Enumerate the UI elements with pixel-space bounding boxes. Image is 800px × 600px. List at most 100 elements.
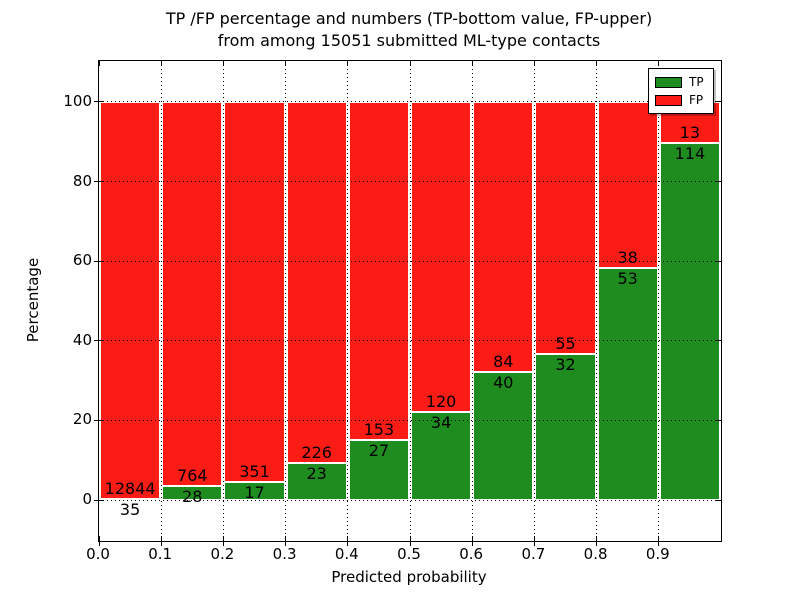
x-tick-mark xyxy=(596,536,598,546)
x-tick-mark xyxy=(409,536,411,546)
y-tick-mark xyxy=(94,181,104,183)
fp-count-label: 351 xyxy=(239,461,270,481)
tp-count-label: 32 xyxy=(555,354,576,374)
y-tick-mark-right xyxy=(716,499,721,501)
tp-count-label: 53 xyxy=(617,269,638,289)
fp-count-label: 764 xyxy=(177,465,208,485)
x-tick-label: 0.8 xyxy=(583,545,608,563)
bar-segment-fp xyxy=(286,101,347,464)
x-tick-mark-top xyxy=(285,61,287,66)
tp-count-label: 27 xyxy=(368,441,390,461)
x-tick-mark-top xyxy=(347,61,349,66)
x-tick-label: 0.4 xyxy=(334,545,359,563)
gridline-horizontal xyxy=(99,101,721,103)
fp-color-swatch xyxy=(655,94,682,106)
y-tick-label: 60 xyxy=(72,251,92,270)
tp-color-swatch xyxy=(655,76,682,88)
fp-count-label: 12844 xyxy=(104,478,156,498)
bar-segment-fp xyxy=(100,101,161,499)
x-tick-label: 0.0 xyxy=(86,545,110,563)
fp-count-label: 153 xyxy=(363,420,395,440)
x-tick-mark-top xyxy=(98,61,100,66)
bar-segment-tp xyxy=(348,440,409,500)
x-tick-label: 0.5 xyxy=(397,545,421,563)
y-tick-mark-right xyxy=(716,181,721,183)
tp-count-label: 17 xyxy=(244,482,265,502)
bar-segment-fp xyxy=(348,101,409,441)
x-tick-label: 0.7 xyxy=(521,545,546,563)
x-tick-label: 0.1 xyxy=(148,545,173,563)
y-tick-label: 100 xyxy=(63,91,92,110)
x-tick-label: 0.2 xyxy=(210,545,235,563)
y-tick-label: 20 xyxy=(72,410,92,429)
y-tick-mark-right xyxy=(716,101,721,103)
gridline-vertical xyxy=(658,61,660,541)
x-tick-mark-top xyxy=(222,61,224,66)
bar-segment-tp xyxy=(286,463,347,500)
fp-count-label: 13 xyxy=(679,122,701,142)
x-tick-label: 0.6 xyxy=(459,545,484,563)
fp-count-label: 38 xyxy=(617,248,638,268)
bar-segment-tp xyxy=(473,371,534,500)
x-axis-title: Predicted probability xyxy=(331,568,487,586)
y-tick-label: 40 xyxy=(72,330,92,349)
gridline-horizontal xyxy=(99,419,721,421)
bar-segment-tp xyxy=(535,353,596,500)
x-tick-mark-top xyxy=(596,61,598,66)
gridline-vertical xyxy=(160,61,162,541)
x-tick-mark xyxy=(285,536,287,546)
y-tick-mark-right xyxy=(716,260,721,262)
gridline-vertical xyxy=(285,61,287,541)
y-tick-mark xyxy=(94,419,104,421)
tp-count-label: 40 xyxy=(493,372,514,392)
x-tick-mark-top xyxy=(160,61,162,66)
fp-count-label: 84 xyxy=(493,351,514,371)
fp-count-label: 226 xyxy=(301,443,332,463)
y-tick-mark xyxy=(94,101,104,103)
bar-segment-fp xyxy=(224,101,285,482)
x-tick-mark xyxy=(471,536,473,546)
y-tick-mark-right xyxy=(716,340,721,342)
chart-title-line2: from among 15051 submitted ML-type conta… xyxy=(217,31,601,50)
gridline-horizontal xyxy=(99,260,721,262)
tp-count-label: 28 xyxy=(182,486,203,506)
legend-label-tp: TP xyxy=(689,75,704,89)
legend-item-fp: FP xyxy=(655,93,707,107)
tp-count-label: 34 xyxy=(430,413,452,433)
gridline-vertical xyxy=(222,61,224,541)
x-tick-label: 0.9 xyxy=(645,545,670,563)
gridline-vertical xyxy=(596,61,598,541)
y-tick-mark xyxy=(94,499,104,501)
gridline-vertical xyxy=(471,61,473,541)
tp-count-label: 35 xyxy=(119,499,141,519)
bar-segment-fp xyxy=(597,101,658,269)
x-tick-mark-top xyxy=(471,61,473,66)
gridline-vertical xyxy=(409,61,411,541)
x-tick-mark-top xyxy=(409,61,411,66)
bar-segment-tp xyxy=(224,481,285,500)
y-tick-label: 0 xyxy=(82,490,92,508)
x-tick-mark xyxy=(222,536,224,546)
gridline-horizontal xyxy=(99,181,721,183)
gridline-horizontal xyxy=(99,340,721,342)
y-tick-mark xyxy=(94,260,104,262)
bar-segment-fp xyxy=(411,101,472,413)
legend-label-fp: FP xyxy=(689,93,704,107)
gridline-vertical xyxy=(533,61,535,541)
x-tick-mark xyxy=(658,536,660,546)
gridline-horizontal xyxy=(99,499,721,501)
bar-segment-tp xyxy=(659,142,720,500)
bar-segment-tp xyxy=(162,485,223,500)
x-tick-mark xyxy=(160,536,162,546)
y-tick-mark-right xyxy=(716,419,721,421)
y-tick-mark xyxy=(94,340,104,342)
x-tick-mark-top xyxy=(658,61,660,66)
x-tick-label: 0.3 xyxy=(272,545,297,563)
x-tick-mark xyxy=(347,536,349,546)
legend: TP FP xyxy=(648,68,714,114)
x-tick-mark xyxy=(98,536,100,546)
bar-segment-fp xyxy=(473,101,534,372)
bar-segment-fp xyxy=(535,101,596,354)
plot-area: TP FP 12844 35 764 28 351 17 226 23 153 27 120 34 84… xyxy=(94,60,722,546)
